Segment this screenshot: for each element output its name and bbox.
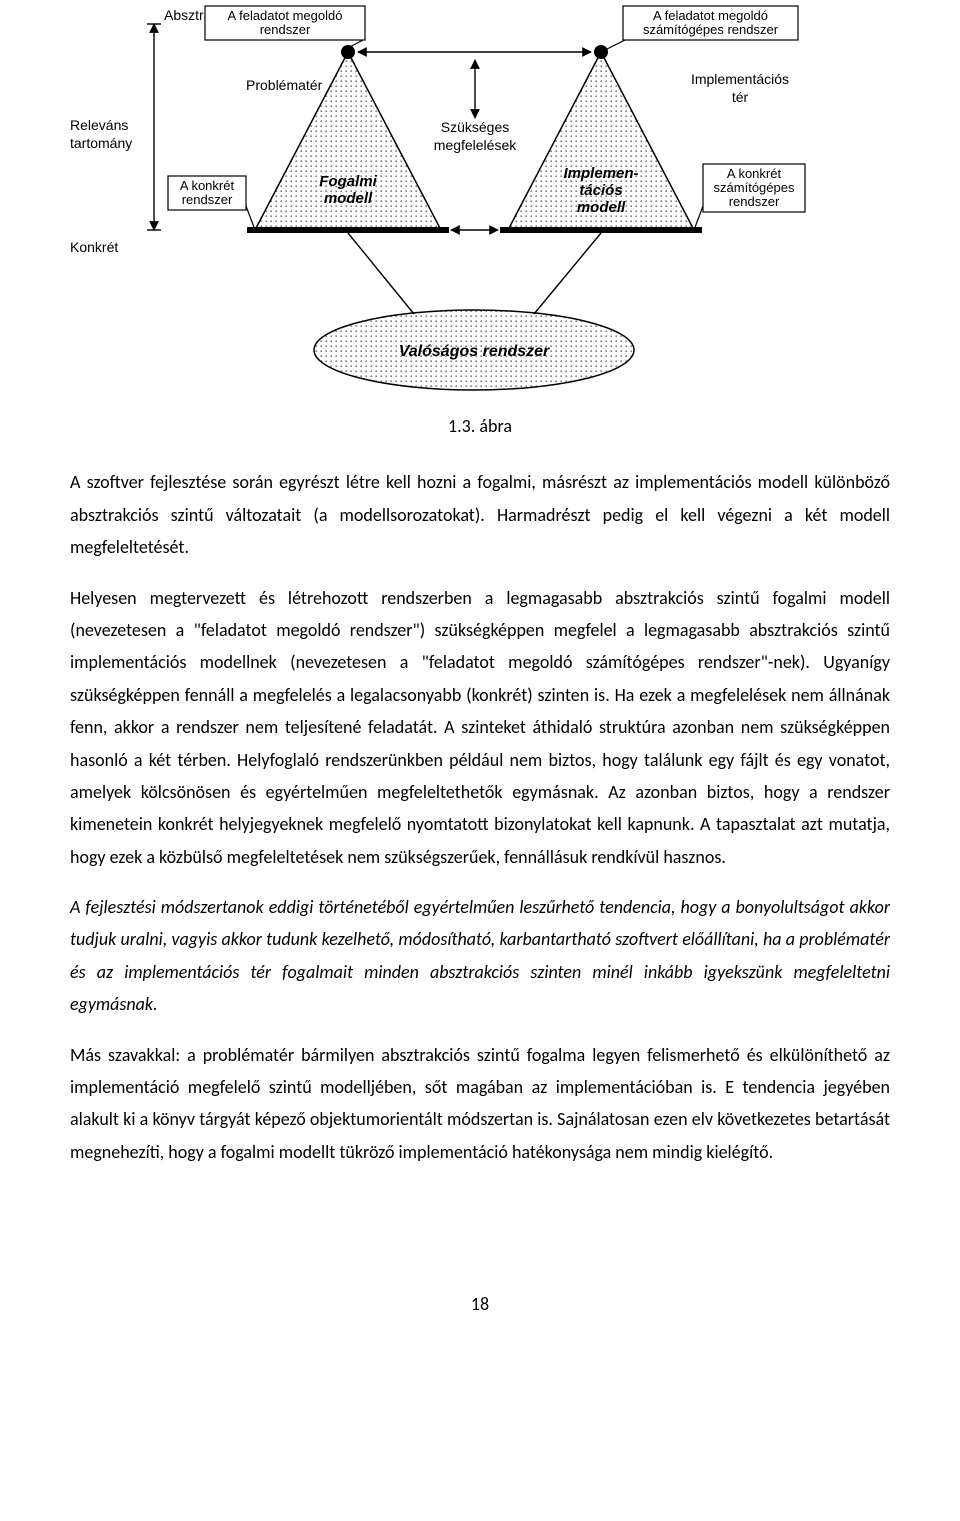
- svg-text:Konkrét: Konkrét: [70, 239, 118, 255]
- figure-caption: 1.3. ábra: [70, 410, 890, 442]
- model-diagram-svg: AbsztraktRelevánstartományKonkrétFogalmi…: [60, 0, 880, 400]
- svg-text:tációs: tációs: [579, 182, 622, 199]
- svg-text:modell: modell: [577, 199, 626, 216]
- svg-text:számítógépes rendszer: számítógépes rendszer: [643, 22, 779, 37]
- diagram: AbsztraktRelevánstartományKonkrétFogalmi…: [60, 0, 880, 400]
- svg-text:Implementációs: Implementációs: [691, 71, 789, 87]
- svg-text:tér: tér: [732, 89, 749, 105]
- svg-text:modell: modell: [324, 190, 373, 207]
- svg-text:rendszer: rendszer: [729, 194, 780, 209]
- svg-text:számítógépes: számítógépes: [714, 180, 795, 195]
- svg-text:rendszer: rendszer: [260, 22, 311, 37]
- page-number: 18: [70, 1288, 890, 1320]
- svg-text:Releváns: Releváns: [70, 117, 128, 133]
- svg-text:megfelelések: megfelelések: [434, 137, 517, 153]
- svg-text:Implemen-: Implemen-: [563, 165, 638, 182]
- svg-text:A konkrét: A konkrét: [727, 166, 782, 181]
- svg-text:tartomány: tartomány: [70, 135, 132, 151]
- svg-text:Fogalmi: Fogalmi: [319, 173, 377, 190]
- paragraph-tendency: A fejlesztési módszertanok eddigi történ…: [70, 891, 890, 1021]
- svg-text:Valóságos rendszer: Valóságos rendszer: [399, 343, 550, 360]
- svg-text:rendszer: rendszer: [182, 192, 233, 207]
- svg-text:Szükséges: Szükséges: [441, 119, 509, 135]
- paragraph-conclusion: Más szavakkal: a problématér bármilyen a…: [70, 1039, 890, 1169]
- svg-text:Problématér: Problématér: [246, 77, 323, 93]
- paragraph-detail: Helyesen megtervezett és létrehozott ren…: [70, 582, 890, 874]
- paragraph-intro: A szoftver fejlesztése során egyrészt lé…: [70, 466, 890, 563]
- svg-text:A feladatot megoldó: A feladatot megoldó: [653, 8, 768, 23]
- svg-text:A konkrét: A konkrét: [180, 178, 235, 193]
- svg-text:A feladatot megoldó: A feladatot megoldó: [228, 8, 343, 23]
